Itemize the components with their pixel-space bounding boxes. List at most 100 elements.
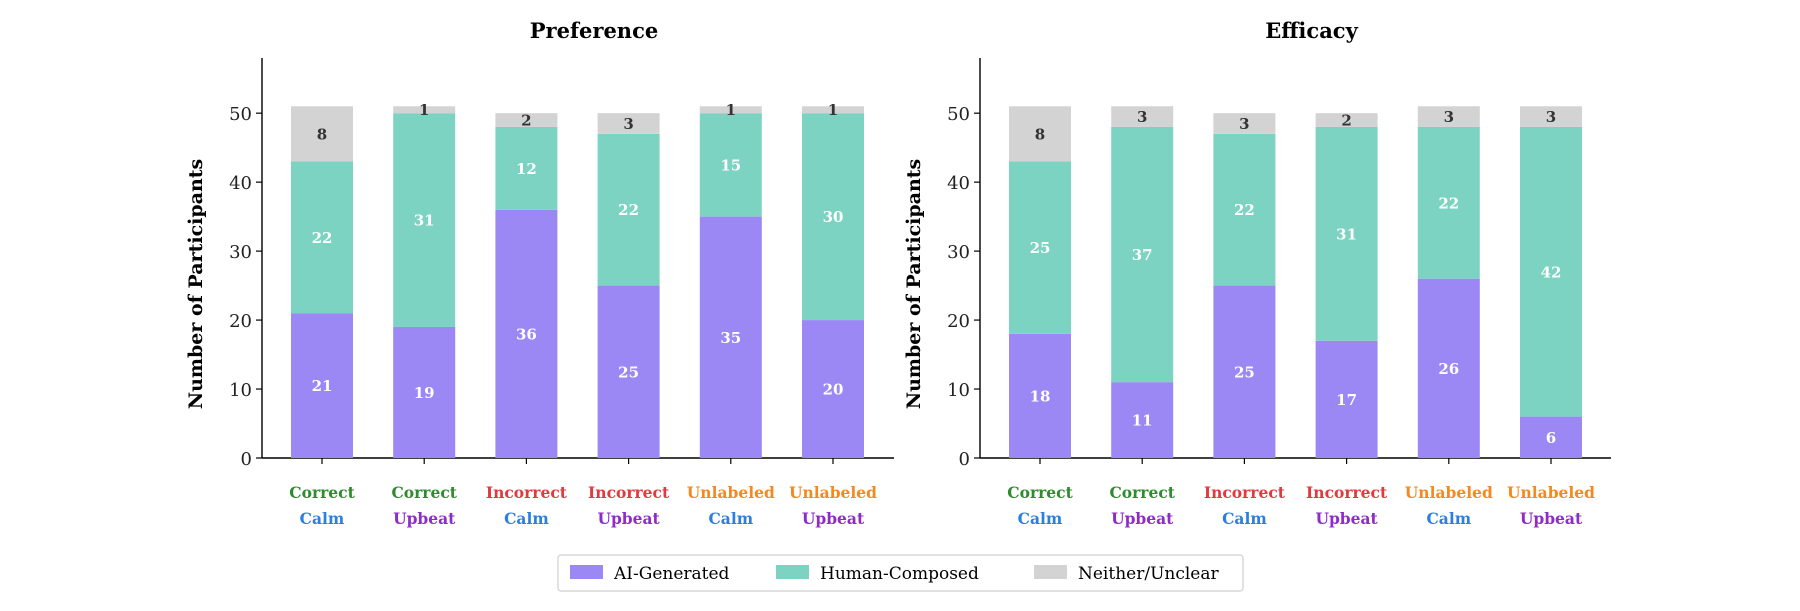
bar-stack-4: 25 22 3 [597, 113, 660, 458]
x-tick-label-line2: Calm [1222, 509, 1267, 528]
bar-segment-neither [1213, 113, 1276, 134]
x-tick-label-line2: Calm [1018, 509, 1063, 528]
data-label: 22 [618, 201, 639, 219]
data-label: 31 [1336, 225, 1357, 243]
bar-segment-ai [802, 320, 864, 458]
bar-stack-2: 11 37 3 [1111, 106, 1174, 458]
data-label: 26 [1438, 360, 1459, 378]
y-tick-label: 0 [241, 449, 252, 470]
data-label: 42 [1541, 263, 1562, 281]
data-label: 1 [828, 101, 838, 119]
bar-segment-neither [393, 106, 456, 114]
data-label: 36 [516, 325, 537, 343]
chart-panel-1: Preference Number of Participants 0 10 20 30 4… [185, 18, 894, 528]
bar-segment-neither [802, 106, 864, 114]
bar-segment-human [1417, 126, 1480, 279]
y-tick-label: 40 [229, 173, 252, 194]
bar-segment-ai [393, 326, 456, 458]
x-tick-label-line1: Correct [391, 483, 457, 502]
bar-segment-human [1009, 161, 1071, 334]
legend-label: Human-Composed [820, 564, 979, 584]
bar-segment-neither [1111, 106, 1174, 127]
bar-segment-neither [1315, 113, 1378, 127]
bar-segment-neither [699, 106, 762, 114]
y-axis-label: Number of Participants [185, 159, 207, 410]
bar-segment-neither [597, 113, 660, 134]
data-label: 1 [419, 101, 429, 119]
x-tick-label-line2: Upbeat [597, 509, 660, 528]
y-tick-label: 20 [947, 311, 970, 332]
data-label: 20 [823, 381, 844, 399]
x-tick-label-line2: Upbeat [1520, 509, 1583, 528]
legend-swatch-human [776, 565, 809, 579]
bar-stack-4: 17 31 2 [1315, 112, 1378, 458]
data-label: 3 [1546, 108, 1556, 126]
x-tick-label-line2: Calm [708, 509, 753, 528]
x-tick-label-line1: Incorrect [486, 483, 568, 502]
data-label: 35 [720, 329, 741, 347]
bar-stack-2: 19 31 1 [393, 101, 456, 458]
bar-segment-ai [1520, 416, 1582, 458]
data-label: 3 [1137, 108, 1147, 126]
data-label: 8 [317, 125, 327, 143]
data-label: 22 [1234, 201, 1255, 219]
bar-segment-ai [1417, 278, 1480, 458]
legend-label: AI-Generated [613, 564, 730, 584]
x-tick-label-line1: Correct [1109, 483, 1175, 502]
legend-label: Neither/Unclear [1078, 564, 1219, 584]
y-tick-label: 50 [229, 104, 252, 125]
data-label: 3 [1239, 115, 1249, 133]
data-label: 12 [516, 160, 537, 178]
chart-title: Efficacy [1265, 18, 1358, 43]
x-tick-label-line2: Calm [504, 509, 549, 528]
bar-segment-human [1111, 126, 1174, 383]
legend-frame [557, 554, 1244, 592]
bar-segment-human [291, 161, 353, 314]
bar-segment-ai [291, 313, 353, 458]
x-tick-label-line1: Correct [1007, 483, 1073, 502]
bar-segment-ai [1315, 340, 1378, 458]
y-axis-label: Number of Participants [903, 159, 925, 410]
x-tick-label-line2: Upbeat [1111, 509, 1174, 528]
data-label: 25 [618, 363, 639, 381]
data-label: 3 [1444, 108, 1454, 126]
y-tick-label: 0 [959, 449, 970, 470]
data-label: 18 [1030, 387, 1051, 405]
bar-segment-neither [291, 106, 353, 162]
data-label: 2 [521, 112, 531, 130]
bar-segment-human [1213, 133, 1276, 286]
y-tick-label: 30 [947, 242, 970, 263]
data-label: 37 [1132, 246, 1153, 264]
data-label: 2 [1341, 112, 1351, 130]
data-label: 17 [1336, 391, 1357, 409]
x-tick-label-line1: Unlabeled [687, 483, 775, 502]
bar-stack-1: 18 25 8 [1009, 106, 1071, 458]
legend-swatch-ai [570, 565, 603, 579]
data-label: 3 [623, 115, 633, 133]
x-tick-label-line2: Upbeat [802, 509, 865, 528]
bar-segment-neither [1417, 106, 1480, 127]
y-tick-label: 40 [947, 173, 970, 194]
bar-segment-ai [699, 216, 762, 458]
x-tick-label-line2: Calm [1426, 509, 1471, 528]
y-tick-label: 10 [229, 380, 252, 401]
bar-segment-human [1520, 126, 1582, 417]
data-label: 22 [312, 229, 333, 247]
bar-stack-3: 25 22 3 [1213, 113, 1276, 458]
legend: AI-Generated Human-Composed Neither/Unclea… [557, 554, 1244, 592]
data-label: 6 [1546, 429, 1556, 447]
data-label: 22 [1438, 194, 1459, 212]
x-tick-label-line1: Unlabeled [1405, 483, 1493, 502]
bar-segment-human [1315, 126, 1378, 341]
chart-title: Preference [530, 18, 658, 43]
bar-segment-human [393, 113, 456, 327]
legend-swatch-neither [1034, 565, 1067, 579]
bar-segment-ai [1213, 285, 1276, 458]
bar-stack-1: 21 22 8 [291, 106, 353, 458]
data-label: 19 [414, 384, 435, 402]
x-tick-label-line1: Unlabeled [789, 483, 877, 502]
x-tick-label-line1: Incorrect [588, 483, 670, 502]
bar-segment-neither [1009, 106, 1071, 162]
